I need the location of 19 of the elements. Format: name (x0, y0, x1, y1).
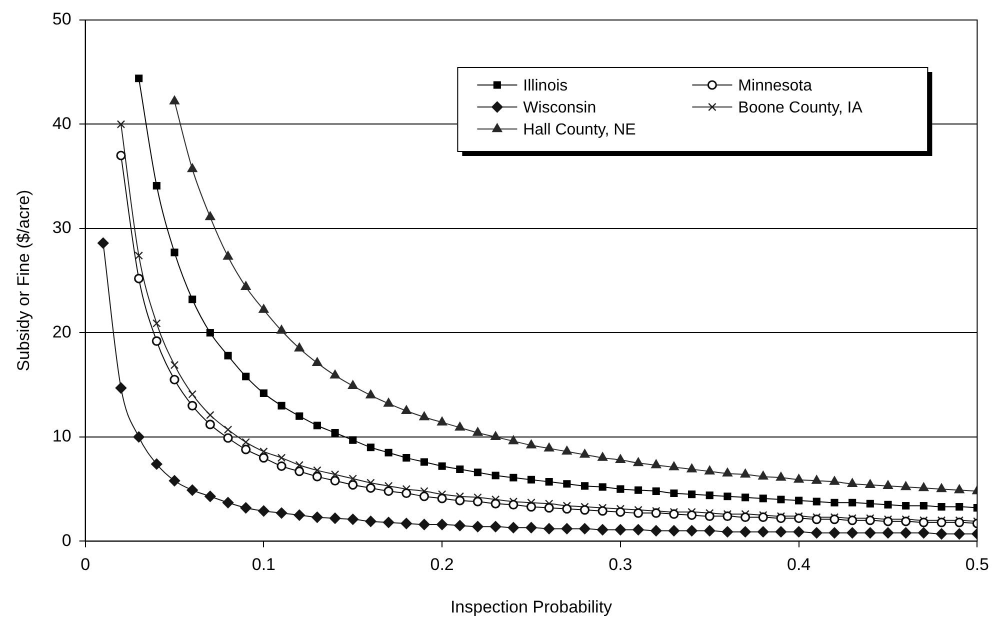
x-tick-label: 0.4 (786, 555, 811, 574)
y-tick-label: 50 (52, 10, 72, 29)
y-tick-label: 30 (52, 218, 72, 238)
legend-label: Wisconsin (523, 99, 596, 116)
y-tick-label: 40 (52, 114, 72, 133)
y-tick-label: 10 (52, 426, 72, 446)
y-axis-title: Subsidy or Fine ($/acre) (14, 190, 33, 372)
x-tick-label: 0.1 (252, 555, 276, 574)
legend-label: Illinois (523, 77, 568, 94)
y-tick-label: 20 (52, 322, 72, 342)
y-tick-label: 0 (62, 530, 72, 550)
x-tick-label: 0.5 (965, 555, 990, 574)
x-tick-label: 0.2 (430, 555, 454, 574)
x-tick-label: 0 (80, 555, 90, 574)
legend-label: Minnesota (738, 77, 812, 94)
x-axis-title: Inspection Probability (450, 597, 613, 616)
legend-label: Boone County, IA (738, 99, 863, 116)
x-tick-label: 0.3 (608, 555, 632, 574)
legend-label: Hall County, NE (523, 121, 636, 138)
